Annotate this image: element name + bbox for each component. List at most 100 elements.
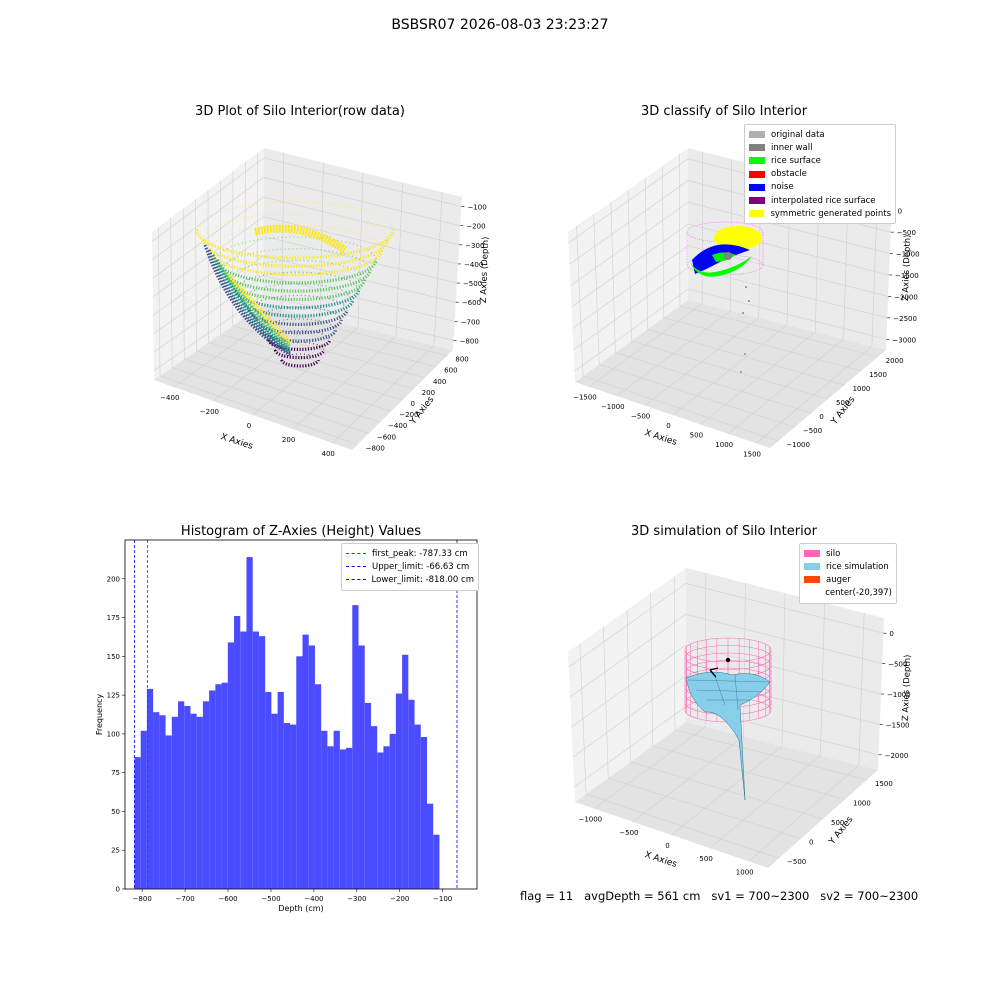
z-tick-label: −1000 <box>896 251 920 259</box>
simulation-panel-title: 3D simulation of Silo Interior <box>631 524 817 539</box>
legend-swatch <box>749 144 765 152</box>
legend-label: Upper_limit: -66.63 cm <box>372 561 470 572</box>
histogram-y-label: Frequency <box>95 694 104 736</box>
legend-swatch <box>346 579 366 581</box>
z-tick-label: −700 <box>461 318 480 326</box>
figure-suptitle: BSBSR07 2026-08-03 23:23:27 <box>391 17 609 33</box>
grid-line <box>610 201 812 414</box>
point-band <box>231 278 292 342</box>
grid-line <box>569 613 883 698</box>
x-tick-label: 0 <box>247 422 251 430</box>
legend-entry: symmetric generated points <box>749 207 891 220</box>
x-tick-label: 200 <box>282 436 295 444</box>
histogram-bar <box>321 730 328 889</box>
histogram-bar <box>414 724 421 889</box>
raw-y-ticks: −800 −600 −400 −200 0 200 400 600 800 <box>366 356 469 453</box>
legend-swatch <box>749 131 765 139</box>
point-band <box>215 259 291 351</box>
histogram-y-ticks: 0 25 50 75 100 125 150 175 200 <box>107 575 125 894</box>
histogram-bar <box>196 716 203 889</box>
grid-line <box>570 201 890 286</box>
y-tick-label: 1500 <box>869 371 887 379</box>
histogram-bar <box>302 634 309 889</box>
histogram-x-ticks: −800 −700 −600 −500 −400 −300 −200 −100 <box>133 889 452 903</box>
histogram-bar <box>290 724 297 889</box>
histogram-bar <box>346 747 353 889</box>
classify-floor-pane <box>575 300 886 448</box>
point-ring <box>222 248 371 271</box>
grid-line <box>220 180 414 390</box>
histogram-bar <box>153 712 160 889</box>
x-tick-label: −500 <box>631 413 650 421</box>
y-tick-label: −400 <box>388 422 407 430</box>
y-tick-label: 500 <box>831 819 844 827</box>
x-tick-label: −1000 <box>578 816 602 824</box>
y-tick-label: −500 <box>787 858 806 866</box>
legend-entry: auger <box>804 573 892 586</box>
point-ring <box>241 299 355 318</box>
status-footer: flag = 11 avgDepth = 561 cm sv1 = 700~23… <box>520 889 919 903</box>
y-tick-label: 2000 <box>886 357 904 365</box>
simulation-grid <box>568 572 884 862</box>
histogram-legend: first_peak: -787.33 cm Upper_limit: -66.6… <box>341 543 479 591</box>
z-tick-label: −1500 <box>895 272 919 280</box>
x-tick-label: −800 <box>133 895 152 903</box>
histogram-bars <box>134 557 440 889</box>
y-tick-label: 100 <box>107 730 120 738</box>
grid-line <box>632 582 746 823</box>
grid-line <box>594 572 707 809</box>
x-tick-label: 0 <box>666 422 670 430</box>
histogram-bar <box>395 693 403 889</box>
legend-entry: silo <box>804 547 892 560</box>
grid-line <box>644 177 845 386</box>
raw-panel-title: 3D Plot of Silo Interior(row data) <box>195 104 405 119</box>
grid-line <box>616 159 733 397</box>
histogram-bar <box>246 557 253 889</box>
grid-line <box>572 675 880 758</box>
legend-swatch <box>804 576 820 584</box>
classify-3d-plot: −1500 −1000 −500 0 500 1000 1500 −1000 −500 0 500… <box>568 148 920 458</box>
grid-line <box>748 612 865 862</box>
raw-z-ticks: −100 −200 −300 −400 −500 −600 −700 −800 <box>453 204 487 345</box>
grid-line <box>572 245 889 329</box>
x-tick-label: 500 <box>699 855 712 863</box>
legend-label: center(-20,397) <box>825 588 892 599</box>
y-tick-label: 0 <box>116 886 120 894</box>
y-tick-label: −1000 <box>786 441 810 449</box>
grid-line <box>673 576 868 781</box>
y-tick-label: −600 <box>377 433 396 441</box>
rice-mesh <box>687 674 771 711</box>
histogram-bar <box>134 757 141 889</box>
grid-line <box>173 152 285 388</box>
legend-swatch <box>804 563 820 571</box>
histogram-bar <box>159 715 166 889</box>
z-tick-label: −800 <box>460 337 479 345</box>
histogram-bar <box>296 656 303 889</box>
histogram-bar <box>221 682 228 889</box>
legend-swatch <box>804 590 819 597</box>
point-ring <box>195 229 395 260</box>
histogram-bar <box>202 701 210 889</box>
z-tick-label: −300 <box>465 242 484 250</box>
classify-legend: original data inner wall rice surface obsta… <box>744 124 896 225</box>
histogram-bar <box>240 631 247 889</box>
y-tick-label: 0 <box>819 413 823 421</box>
grid-line <box>256 152 448 356</box>
legend-label: rice simulation <box>826 561 889 572</box>
histogram-bar <box>165 735 172 889</box>
grid-line <box>331 192 443 444</box>
x-tick-label: 400 <box>322 450 335 458</box>
grid-line <box>755 196 878 444</box>
grid-line <box>671 592 786 836</box>
histogram-bar <box>146 688 154 889</box>
classify-y-ticks: −1000 −500 0 500 1000 1500 2000 <box>786 357 903 449</box>
x-tick-label: −400 <box>304 895 323 903</box>
grid-line <box>252 172 364 416</box>
raw-z-label: Z Axies (Depth) <box>479 236 491 303</box>
z-tick-label: −1000 <box>887 691 911 699</box>
histogram-chart: −800 −700 −600 −500 −400 −300 −200 −100 0 25 50 75… <box>95 539 478 913</box>
point-band <box>203 244 291 357</box>
grid-line <box>195 199 392 412</box>
z-tick-label: −100 <box>467 204 486 212</box>
grid-line <box>152 177 461 260</box>
